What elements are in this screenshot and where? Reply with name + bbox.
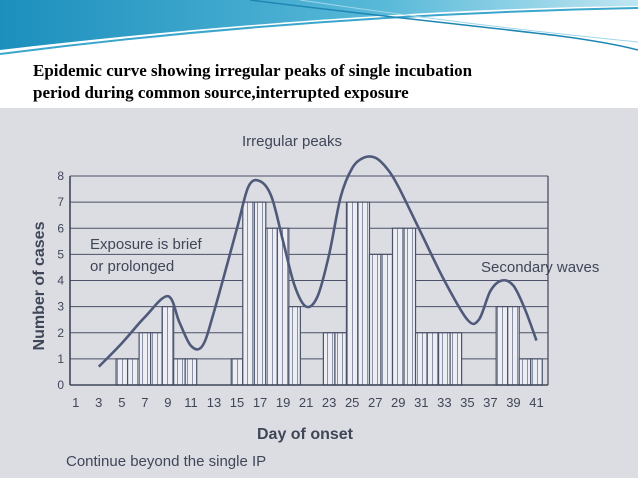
y-tick-label: 7 — [57, 195, 64, 209]
x-tick-label: 29 — [391, 395, 405, 410]
y-tick-label: 8 — [57, 169, 64, 183]
slide-header-decoration — [0, 0, 638, 55]
bar-day-41 — [530, 358, 543, 386]
x-tick-label: 39 — [506, 395, 520, 410]
y-tick-label: 0 — [57, 378, 64, 392]
bar-day-28 — [380, 253, 394, 386]
y-tick-label: 6 — [57, 221, 64, 235]
y-tick-label: 2 — [57, 326, 64, 340]
x-tick-label: 21 — [299, 395, 313, 410]
x-tick-label: 23 — [322, 395, 336, 410]
bar-day-24 — [334, 332, 348, 386]
x-tick-label: 41 — [529, 395, 543, 410]
x-tick-label: 9 — [164, 395, 171, 410]
bar-day-10 — [173, 358, 186, 386]
bar-day-16 — [242, 201, 255, 386]
bar-day-33 — [437, 332, 451, 386]
bar-day-8 — [150, 332, 163, 386]
annotation-irregular-peaks: Irregular peaks — [242, 133, 342, 150]
x-tick-label: 3 — [95, 395, 102, 410]
bar-day-40 — [518, 358, 532, 386]
bar-day-6 — [126, 358, 140, 386]
bar-day-34 — [449, 332, 463, 386]
footnote-text: Continue beyond the single IP — [66, 453, 266, 470]
bar-day-17 — [253, 201, 267, 386]
x-tick-label: 25 — [345, 395, 359, 410]
bar-day-39 — [507, 306, 520, 386]
bar-day-29 — [391, 227, 405, 386]
x-tick-label: 33 — [437, 395, 451, 410]
x-tick-label: 17 — [253, 395, 267, 410]
annotation-exposure-line-1: Exposure is brief — [90, 236, 203, 253]
bar-day-9 — [161, 306, 175, 386]
bar-day-18 — [265, 227, 278, 386]
x-tick-label: 19 — [276, 395, 290, 410]
bar-day-19 — [276, 227, 290, 386]
bar-day-32 — [426, 332, 440, 386]
bar-day-7 — [138, 332, 152, 386]
bar-day-26 — [357, 201, 371, 386]
annotation-secondary-waves: Secondary waves — [481, 259, 599, 276]
bar-day-23 — [322, 332, 336, 386]
bar-day-38 — [495, 306, 509, 386]
axis-layer — [69, 176, 549, 386]
y-tick-label: 5 — [57, 247, 64, 261]
slide-title-line-2: period during common source,interrupted … — [33, 83, 409, 102]
x-tick-label: 35 — [460, 395, 474, 410]
x-tick-label: 13 — [207, 395, 221, 410]
bar-day-31 — [414, 332, 428, 386]
x-tick-label: 31 — [414, 395, 428, 410]
x-tick-label: 15 — [230, 395, 244, 410]
bar-day-15 — [230, 358, 244, 386]
epidemic-curve-line — [97, 155, 538, 368]
bar-day-5 — [115, 358, 129, 386]
x-tick-label: 27 — [368, 395, 382, 410]
bar-day-30 — [403, 227, 417, 386]
slide-title-line-1: Epidemic curve showing irregular peaks o… — [33, 61, 473, 80]
x-tick-label: 1 — [72, 395, 79, 410]
bar-day-20 — [288, 306, 301, 386]
bar-layer — [115, 201, 543, 386]
bar-day-11 — [184, 358, 198, 386]
y-tick-label: 3 — [57, 300, 64, 314]
y-tick-labels: 0 1 2 3 4 5 6 7 8 — [57, 169, 64, 392]
slide-title: Epidemic curve showing irregular peaks o… — [33, 60, 623, 104]
y-axis-label: Number of cases — [31, 221, 48, 350]
x-tick-label: 11 — [184, 395, 198, 410]
x-tick-label: 37 — [483, 395, 497, 410]
y-tick-label: 1 — [57, 352, 64, 366]
x-tick-labels: 1 3 5 7 9 11 13 15 17 19 21 23 25 27 29 31 33 35 37 39 41 — [72, 395, 544, 410]
x-axis-label: Day of onset — [257, 426, 354, 443]
y-tick-label: 4 — [57, 274, 64, 288]
bar-day-25 — [345, 201, 359, 386]
bar-day-27 — [368, 253, 382, 386]
x-tick-label: 5 — [118, 395, 125, 410]
x-tick-label: 7 — [141, 395, 148, 410]
annotation-exposure-line-2: or prolonged — [90, 258, 174, 275]
